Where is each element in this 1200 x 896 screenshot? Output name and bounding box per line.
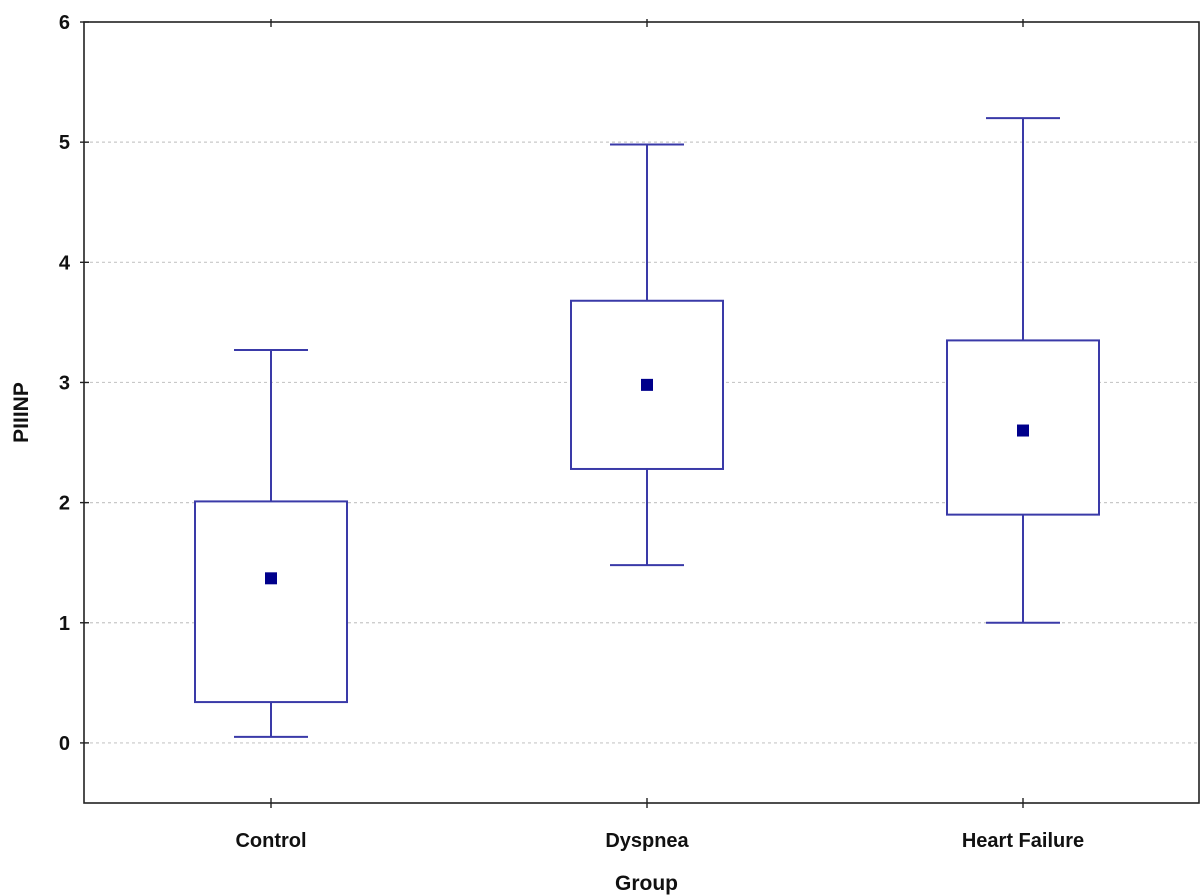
x-tick-label: Heart Failure — [962, 830, 1084, 852]
axis-ticks: 0 1 2 3 4 5 6 Control Dyspnea Heart Failure — [59, 12, 1084, 852]
box-heart-failure — [946, 117, 1100, 624]
center-marker — [1017, 424, 1029, 437]
y-tick-label: 5 — [59, 132, 70, 154]
y-axis-title: PIIINP — [10, 382, 33, 443]
box-dyspnea — [570, 143, 724, 567]
box-series — [194, 117, 1100, 738]
center-marker — [265, 572, 277, 585]
box-rect — [194, 500, 348, 704]
x-tick-label: Dyspnea — [605, 830, 689, 852]
x-tick-label: Control — [235, 830, 306, 852]
center-marker — [641, 378, 653, 391]
box-control — [194, 349, 348, 738]
y-tick-label: 0 — [59, 733, 70, 755]
y-tick-label: 4 — [59, 252, 71, 274]
y-tick-label: 3 — [59, 372, 70, 394]
x-axis-title: Group — [615, 872, 678, 895]
y-tick-label: 6 — [59, 12, 70, 34]
y-tick-label: 2 — [59, 493, 70, 515]
plot-frame — [83, 21, 1200, 804]
y-tick-label: 1 — [59, 613, 70, 635]
